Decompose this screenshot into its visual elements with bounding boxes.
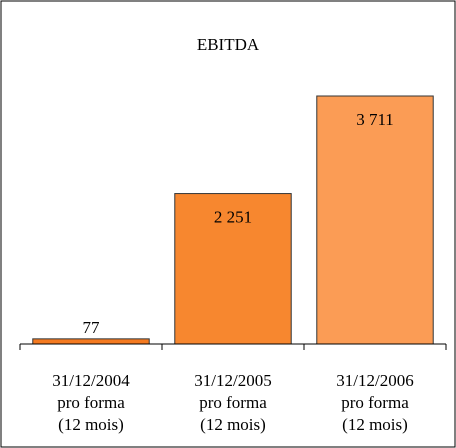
bar [174, 193, 292, 345]
x-tick-label: 31/12/2006 pro forma (12 mois) [336, 371, 413, 434]
x-tick-label: 31/12/2004 pro forma (12 mois) [52, 371, 130, 434]
x-tick-label: 31/12/2005 pro forma (12 mois) [194, 371, 271, 434]
bar [316, 95, 434, 345]
data-label: 77 [83, 318, 101, 337]
data-label: 3 711 [356, 110, 394, 129]
data-label: 2 251 [214, 208, 252, 227]
bar [32, 338, 150, 345]
chart-title: EBITDA [197, 35, 260, 54]
